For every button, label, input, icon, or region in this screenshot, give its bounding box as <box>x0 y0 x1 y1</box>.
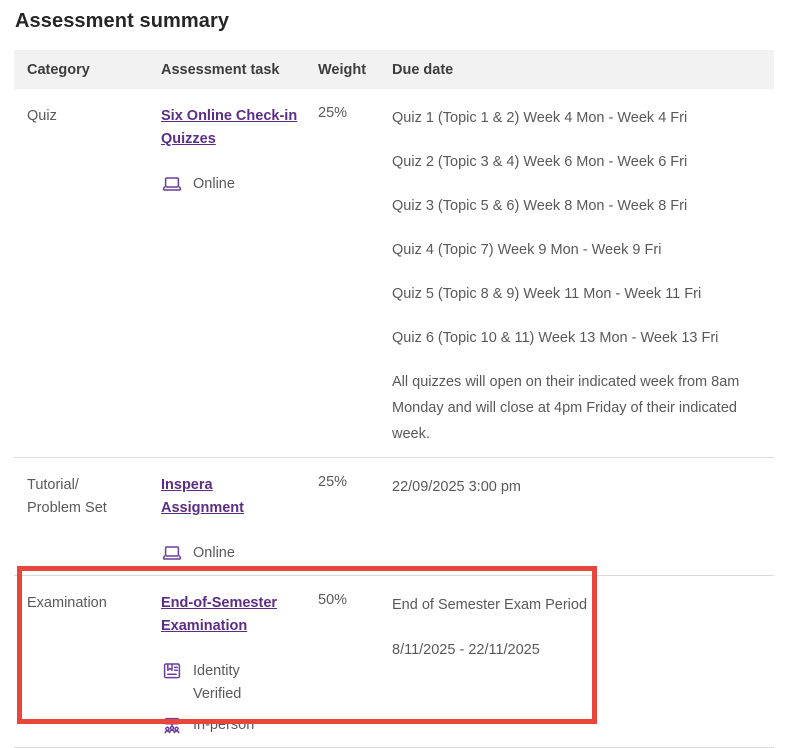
col-header-weight: Weight <box>318 61 367 78</box>
delivery-mode-label: Online <box>193 545 235 561</box>
people-group-icon <box>161 714 183 736</box>
table-row-quiz: Quiz Six Online Check-in Quizzes Online … <box>14 89 774 458</box>
delivery-mode-in-person: In-person <box>161 714 298 737</box>
due-date-line: Quiz 3 (Topic 5 & 6) Week 8 Mon - Week 8… <box>392 198 688 214</box>
laptop-icon <box>161 542 183 564</box>
quiz-task-link[interactable]: Six Online Check-in Quizzes <box>161 108 298 147</box>
weight-value: 25% <box>318 105 348 121</box>
category-label: Tutorial/ Problem Set <box>27 477 107 516</box>
due-date-cell: End of Semester Exam Period 8/11/2025 - … <box>392 592 761 737</box>
due-date-line: 8/11/2025 - 22/11/2025 <box>392 642 540 658</box>
weight-value: 25% <box>318 474 348 490</box>
assessment-task-cell: Six Online Check-in Quizzes Online <box>161 105 318 447</box>
col-header-due-date: Due date <box>392 61 454 78</box>
category-label: Quiz <box>27 108 57 124</box>
table-row-tutorial-problem-set: Tutorial/ Problem Set Inspera Assignment… <box>14 458 774 576</box>
weight-value: 50% <box>318 592 348 608</box>
col-header-category: Category <box>27 61 90 78</box>
end-of-semester-examination-link[interactable]: End-of-Semester Examination <box>161 595 278 634</box>
delivery-mode-label: Identity Verified <box>193 663 242 702</box>
delivery-mode-label: In-person <box>193 717 255 733</box>
identity-card-icon <box>161 660 183 682</box>
due-date-line: Quiz 4 (Topic 7) Week 9 Mon - Week 9 Fri <box>392 242 662 258</box>
col-header-assessment-task: Assessment task <box>161 61 280 78</box>
assessment-task-cell: Inspera Assignment Online <box>161 474 318 565</box>
due-date-line: Quiz 6 (Topic 10 & 11) Week 13 Mon - Wee… <box>392 330 719 346</box>
due-date-cell: Quiz 1 (Topic 1 & 2) Week 4 Mon - Week 4… <box>392 105 761 447</box>
assessment-task-cell: End-of-Semester Examination Identity Ver… <box>161 592 318 737</box>
due-date-line: Quiz 2 (Topic 3 & 4) Week 6 Mon - Week 6… <box>392 154 688 170</box>
category-label: Examination <box>27 595 107 611</box>
delivery-mode-online: Online <box>161 542 298 565</box>
table-header-row: Category Assessment task Weight Due date <box>14 50 774 89</box>
delivery-mode-online: Online <box>161 173 298 196</box>
page-title: Assessment summary <box>15 10 230 32</box>
due-date-line: 22/09/2025 3:00 pm <box>392 479 521 495</box>
due-date-line: End of Semester Exam Period <box>392 597 588 613</box>
assessment-table: Category Assessment task Weight Due date… <box>14 50 774 748</box>
inspera-assignment-link[interactable]: Inspera Assignment <box>161 477 244 516</box>
due-date-cell: 22/09/2025 3:00 pm <box>392 474 761 565</box>
delivery-mode-label: Online <box>193 176 235 192</box>
due-date-line: Quiz 1 (Topic 1 & 2) Week 4 Mon - Week 4… <box>392 110 688 126</box>
laptop-icon <box>161 173 183 195</box>
due-date-note: All quizzes will open on their indicated… <box>392 374 740 442</box>
delivery-mode-identity-verified: Identity Verified <box>161 660 298 706</box>
table-row-examination: Examination End-of-Semester Examination … <box>14 576 774 748</box>
due-date-line: Quiz 5 (Topic 8 & 9) Week 11 Mon - Week … <box>392 286 702 302</box>
